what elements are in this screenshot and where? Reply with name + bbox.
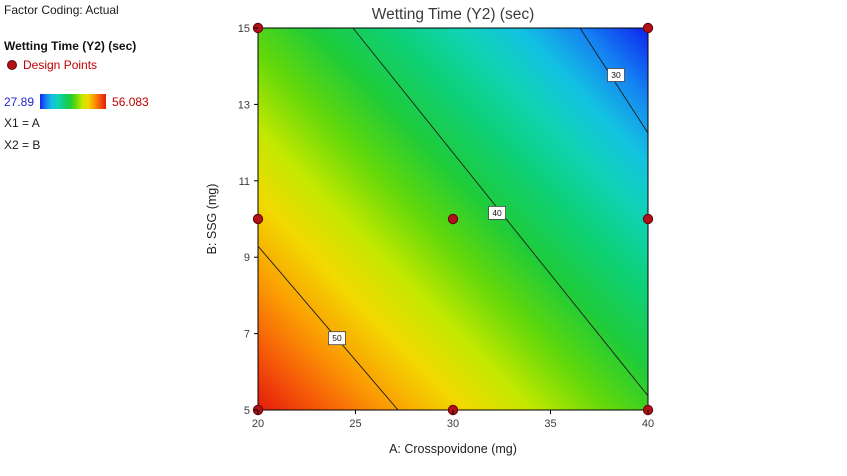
contour-label: 30 xyxy=(611,70,621,80)
x-tick-label: 20 xyxy=(252,418,264,430)
legend-panel: Factor Coding: Actual Wetting Time (Y2) … xyxy=(0,0,200,476)
contour-label: 50 xyxy=(332,333,342,343)
factor-coding-label: Factor Coding: Actual xyxy=(4,3,119,17)
contour-label: 40 xyxy=(492,208,502,218)
scale-max-value: 56.083 xyxy=(112,94,149,109)
contour-line xyxy=(257,245,399,411)
contour-label-box xyxy=(328,331,346,346)
design-point xyxy=(642,22,654,34)
design-point-icon xyxy=(7,60,17,70)
design-point xyxy=(447,213,459,225)
y-axis-label: B: SSG (mg) xyxy=(205,184,219,255)
x-tick-label: 40 xyxy=(642,418,654,430)
y-tick-label: 5 xyxy=(244,405,250,417)
design-point xyxy=(252,213,264,225)
y-tick-label: 7 xyxy=(244,329,250,341)
design-points-label: Design Points xyxy=(23,58,98,72)
x-axis-label: A: Crosspovidone (mg) xyxy=(389,442,517,456)
color-scale-bar xyxy=(40,94,107,109)
design-points-legend: Design Points xyxy=(7,58,97,72)
scale-min-value: 27.89 xyxy=(4,94,35,109)
y-tick-label: 13 xyxy=(238,99,250,111)
x-tick-label: 30 xyxy=(447,418,459,430)
y-tick-label: 9 xyxy=(244,252,250,264)
x-tick-label: 35 xyxy=(544,418,556,430)
design-point xyxy=(642,213,654,225)
plot-title: Wetting Time (Y2) (sec) xyxy=(372,6,535,23)
x1-factor-label: X1 = A xyxy=(4,116,40,130)
response-title: Wetting Time (Y2) (sec) xyxy=(4,39,137,53)
x2-factor-label: X2 = B xyxy=(4,138,41,152)
y-tick-label: 15 xyxy=(238,23,250,35)
x-tick-label: 25 xyxy=(349,418,361,430)
color-scale-legend: 27.89 56.083 xyxy=(4,94,149,109)
y-tick-label: 11 xyxy=(239,176,250,188)
contour-plot: 50 40 30 20 25 30 35 40 5 7 9 11 13 15 Wetting Time … xyxy=(205,6,654,456)
contour-label-box xyxy=(607,68,625,82)
contour-label-box xyxy=(488,205,506,220)
